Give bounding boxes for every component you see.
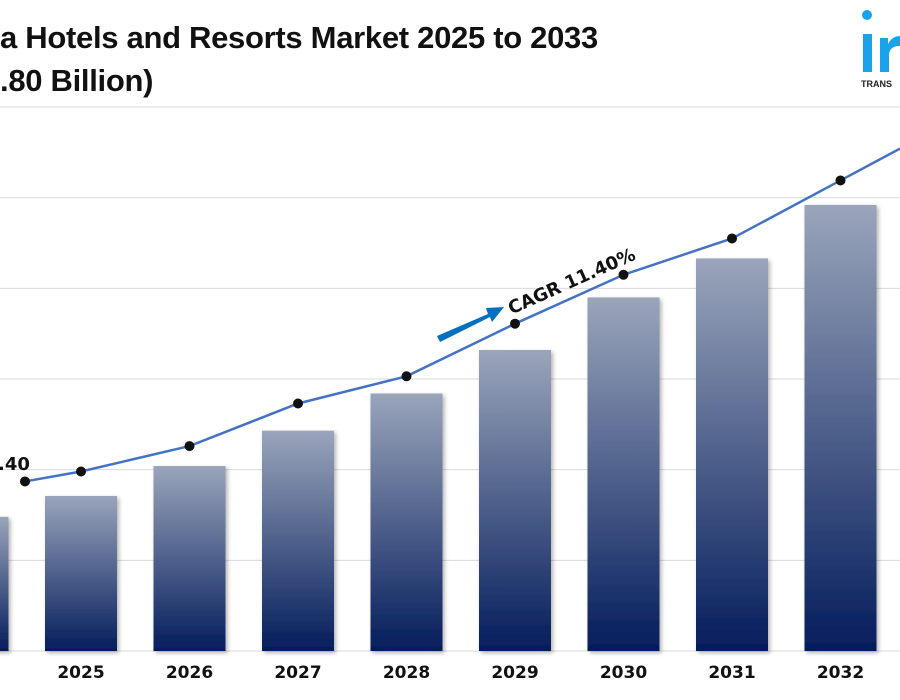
bar-2024 xyxy=(0,516,9,651)
logo-icon xyxy=(862,10,900,72)
trend-line xyxy=(24,147,900,483)
bar-2030 xyxy=(587,297,660,651)
bar-2027 xyxy=(262,430,334,651)
x-tick-label: 2031 xyxy=(708,663,755,683)
chart-title-line1: a Hotels and Resorts Market 2025 to 2033 xyxy=(0,20,598,55)
x-tick-label: 2025 xyxy=(57,663,104,683)
x-tick-label: 2028 xyxy=(383,663,430,683)
x-tick-label: 2029 xyxy=(491,663,538,683)
bar-2025 xyxy=(45,495,117,651)
x-tick-label: 2030 xyxy=(600,663,647,683)
line-point-2026 xyxy=(184,441,195,452)
line-point-2030 xyxy=(618,269,629,280)
line-point-2025 xyxy=(76,466,86,477)
line-point-2032 xyxy=(835,175,846,186)
first-value-label: .40 xyxy=(0,454,30,475)
x-tick-label: 2026 xyxy=(166,663,213,683)
cagr-arrow-icon xyxy=(437,307,504,342)
bar-2026 xyxy=(153,466,226,651)
bar-2031 xyxy=(696,258,768,651)
line-point-2027 xyxy=(293,398,303,409)
bar-2029 xyxy=(479,349,551,651)
line-point-2028 xyxy=(401,371,412,382)
bar-2032 xyxy=(804,204,877,652)
line-point-2031 xyxy=(727,233,737,244)
x-tick-label: 2032 xyxy=(817,663,864,683)
bar-2028 xyxy=(370,393,443,651)
x-tick-label: 2027 xyxy=(274,663,321,683)
line-point-2024 xyxy=(20,476,30,487)
chart-title-line2: .80 Billion) xyxy=(0,63,154,98)
logo-text: TRANS xyxy=(861,79,892,89)
line-point-2029 xyxy=(510,318,520,329)
